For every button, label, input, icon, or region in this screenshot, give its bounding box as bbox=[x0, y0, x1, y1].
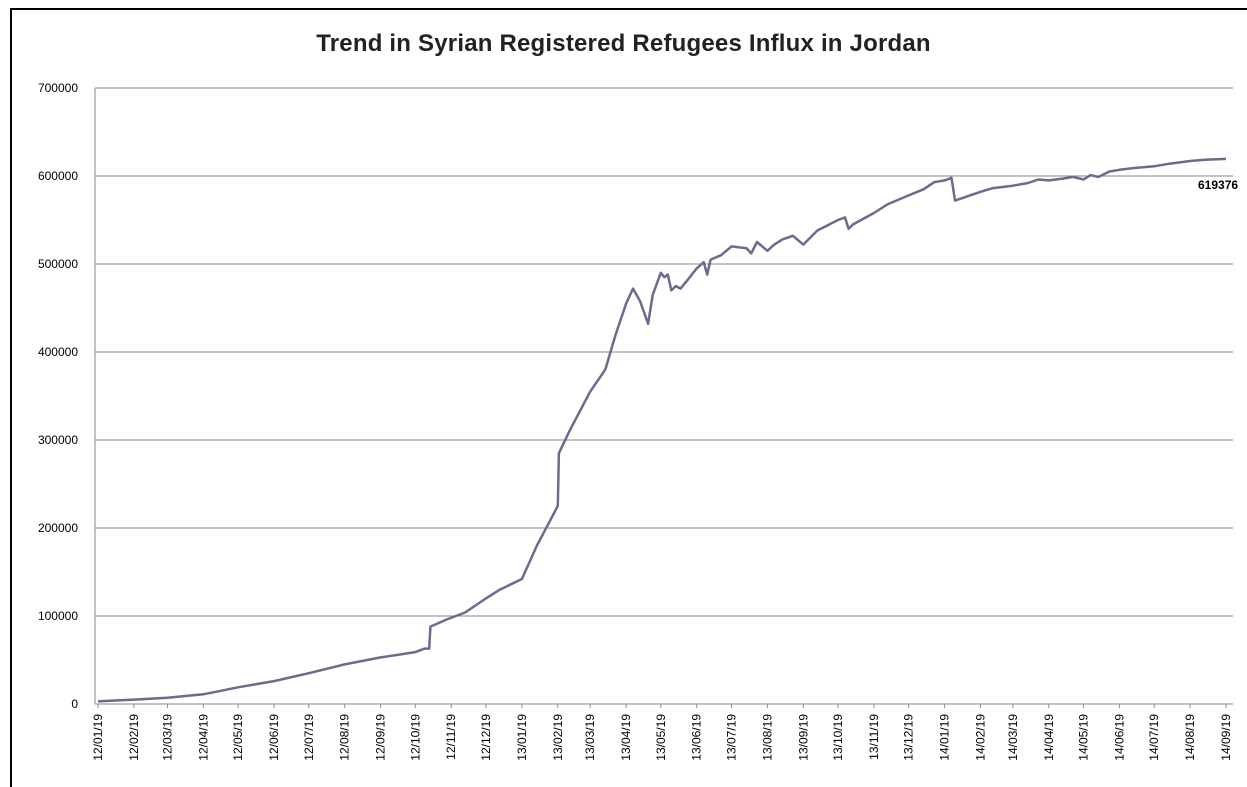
x-tick-label: 14/06/19 bbox=[1112, 714, 1126, 761]
x-tick-label: 12/03/19 bbox=[160, 714, 174, 761]
x-tick-label: 14/01/19 bbox=[938, 714, 952, 761]
x-tick-label: 13/12/19 bbox=[902, 714, 916, 761]
series-layer bbox=[97, 157, 1227, 703]
x-tick-label: 14/04/19 bbox=[1042, 714, 1056, 761]
x-tick-label: 12/08/19 bbox=[338, 714, 352, 761]
x-tick-label: 12/11/19 bbox=[444, 714, 458, 760]
x-axis-ticks: 12/01/19 12/02/19 12/03/19 12/04/19 12/05/19… bbox=[91, 704, 1233, 761]
y-tick-label: 200000 bbox=[38, 521, 78, 535]
x-tick-label: 13/07/19 bbox=[724, 714, 738, 761]
x-tick-label: 14/08/19 bbox=[1183, 714, 1197, 761]
y-tick-label: 600000 bbox=[38, 169, 78, 183]
y-tick-label: 700000 bbox=[38, 81, 78, 95]
x-tick-label: 13/06/19 bbox=[690, 714, 704, 761]
x-tick-label: 13/03/19 bbox=[583, 714, 597, 761]
y-axis-ticks: 0 100000 200000 300000 400000 500000 600000 700… bbox=[38, 81, 78, 711]
chart-title: Trend in Syrian Registered Refugees Infl… bbox=[316, 30, 931, 57]
x-tick-label: 13/04/19 bbox=[619, 714, 633, 761]
y-tick-label: 100000 bbox=[38, 609, 78, 623]
x-tick-label: 14/05/19 bbox=[1077, 714, 1091, 761]
x-tick-label: 14/07/19 bbox=[1147, 714, 1161, 761]
x-tick-label: 12/07/19 bbox=[302, 714, 316, 761]
x-tick-label: 13/02/19 bbox=[551, 714, 565, 761]
x-tick-label: 13/10/19 bbox=[831, 714, 845, 761]
y-tick-label: 300000 bbox=[38, 433, 78, 447]
end-value-label: 619376 bbox=[1198, 178, 1238, 192]
x-tick-label: 13/08/19 bbox=[760, 714, 774, 761]
x-tick-label: 12/05/19 bbox=[231, 714, 245, 761]
x-tick-label: 12/04/19 bbox=[196, 714, 210, 761]
x-tick-label: 12/01/19 bbox=[91, 714, 105, 761]
data-labels: 619376 bbox=[1198, 178, 1238, 192]
x-tick-label: 13/09/19 bbox=[796, 714, 810, 761]
x-tick-label: 14/02/19 bbox=[973, 714, 987, 761]
x-tick-label: 13/01/19 bbox=[515, 714, 529, 761]
x-tick-label: 13/05/19 bbox=[654, 714, 668, 761]
x-tick-label: 12/06/19 bbox=[267, 714, 281, 761]
x-tick-label: 12/02/19 bbox=[127, 714, 141, 761]
gridlines bbox=[94, 87, 1233, 705]
series-line bbox=[97, 157, 1227, 703]
chart-frame bbox=[10, 8, 1247, 787]
y-tick-label: 500000 bbox=[38, 257, 78, 271]
x-tick-label: 14/09/19 bbox=[1219, 714, 1233, 761]
x-tick-label: 14/03/19 bbox=[1006, 714, 1020, 761]
x-tick-label: 13/11/19 bbox=[867, 714, 881, 760]
x-tick-label: 12/10/19 bbox=[408, 714, 422, 761]
y-tick-label: 400000 bbox=[38, 345, 78, 359]
x-tick-label: 12/12/19 bbox=[479, 714, 493, 761]
x-tick-label: 12/09/19 bbox=[374, 714, 388, 761]
y-tick-label: 0 bbox=[71, 697, 78, 711]
